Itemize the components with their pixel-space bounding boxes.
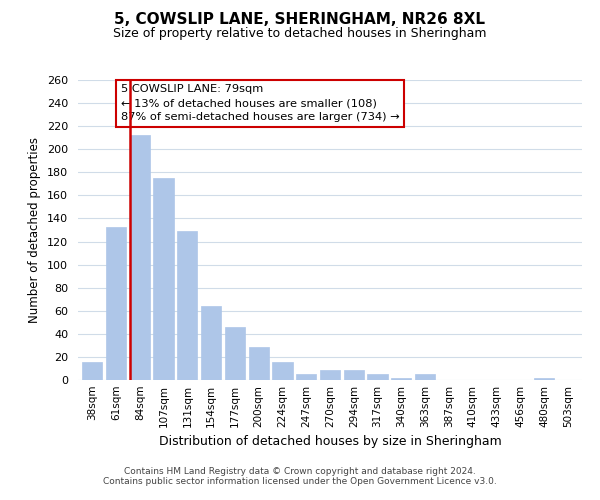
Bar — [201, 306, 221, 380]
Bar — [154, 178, 173, 380]
Bar — [130, 136, 150, 380]
Text: 5 COWSLIP LANE: 79sqm
← 13% of detached houses are smaller (108)
87% of semi-det: 5 COWSLIP LANE: 79sqm ← 13% of detached … — [121, 84, 400, 122]
Bar — [296, 374, 316, 380]
Text: Size of property relative to detached houses in Sheringham: Size of property relative to detached ho… — [113, 28, 487, 40]
Y-axis label: Number of detached properties: Number of detached properties — [28, 137, 41, 323]
Text: 5, COWSLIP LANE, SHERINGHAM, NR26 8XL: 5, COWSLIP LANE, SHERINGHAM, NR26 8XL — [115, 12, 485, 28]
Bar — [82, 362, 103, 380]
Bar — [272, 362, 293, 380]
X-axis label: Distribution of detached houses by size in Sheringham: Distribution of detached houses by size … — [158, 436, 502, 448]
Bar — [225, 327, 245, 380]
Bar — [177, 231, 197, 380]
Bar — [367, 374, 388, 380]
Bar — [106, 226, 126, 380]
Bar — [534, 378, 554, 380]
Bar — [391, 378, 412, 380]
Bar — [248, 346, 269, 380]
Bar — [320, 370, 340, 380]
Bar — [344, 370, 364, 380]
Bar — [415, 374, 435, 380]
Text: Contains public sector information licensed under the Open Government Licence v3: Contains public sector information licen… — [103, 477, 497, 486]
Text: Contains HM Land Registry data © Crown copyright and database right 2024.: Contains HM Land Registry data © Crown c… — [124, 467, 476, 476]
